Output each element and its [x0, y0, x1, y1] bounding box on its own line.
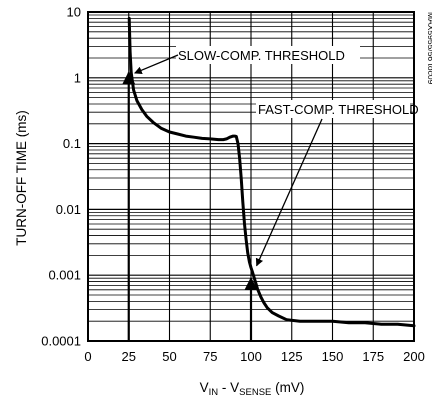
x-axis-title-unit: (mV) [271, 380, 304, 395]
x-tick-label: 125 [281, 349, 303, 364]
threshold-markers [122, 71, 258, 341]
y-tick-label: 0.1 [63, 136, 81, 151]
x-tick-label: 150 [322, 349, 344, 364]
y-tick-label: 0.0001 [41, 334, 81, 349]
x-tick-label: 0 [84, 349, 91, 364]
x-axis-title-v: V [200, 380, 209, 395]
fast-comp-label-bg [256, 100, 410, 118]
x-tick-label: 75 [203, 349, 217, 364]
slow-comp-label-bg [176, 46, 360, 64]
x-tick-label: 50 [162, 349, 176, 364]
x-tick-label: 25 [122, 349, 136, 364]
x-axis-title-mid: - V [218, 380, 239, 395]
fast-comp-label: FAST-COMP. THRESHOLD [258, 102, 419, 117]
y-tick-label: 0.001 [48, 268, 81, 283]
x-tick-label: 200 [403, 349, 425, 364]
slow-comp-arrow [134, 54, 179, 74]
y-tick-label: 0.01 [56, 202, 81, 217]
x-tick-label: 175 [362, 349, 384, 364]
figure-id-label: MAX5955/56 toc09 [426, 12, 432, 85]
x-tick-label: 100 [240, 349, 262, 364]
fast-comp-arrow [255, 118, 323, 267]
slow-comp-label: SLOW-COMP. THRESHOLD [178, 48, 345, 63]
x-tick-labels: 0 25 50 75 100 125 150 175 200 [84, 349, 424, 364]
plot-frame [87, 11, 415, 342]
y-tick-label: 1 [74, 70, 81, 85]
fast-comp-annotation: FAST-COMP. THRESHOLD [255, 100, 419, 267]
y-tick-labels: 10 1 0.1 0.01 0.001 0.0001 [41, 5, 81, 349]
series-line [127, 16, 416, 328]
x-axis-title-sub-in: IN [209, 387, 219, 398]
y-axis-title: TURN-OFF TIME (ms) [14, 110, 29, 245]
x-axis-title: VIN - VSENSE (mV) [200, 380, 305, 398]
y-tick-label: 10 [67, 5, 81, 20]
x-axis-title-sub-sense: SENSE [239, 387, 271, 398]
slow-comp-annotation: SLOW-COMP. THRESHOLD [134, 46, 360, 74]
